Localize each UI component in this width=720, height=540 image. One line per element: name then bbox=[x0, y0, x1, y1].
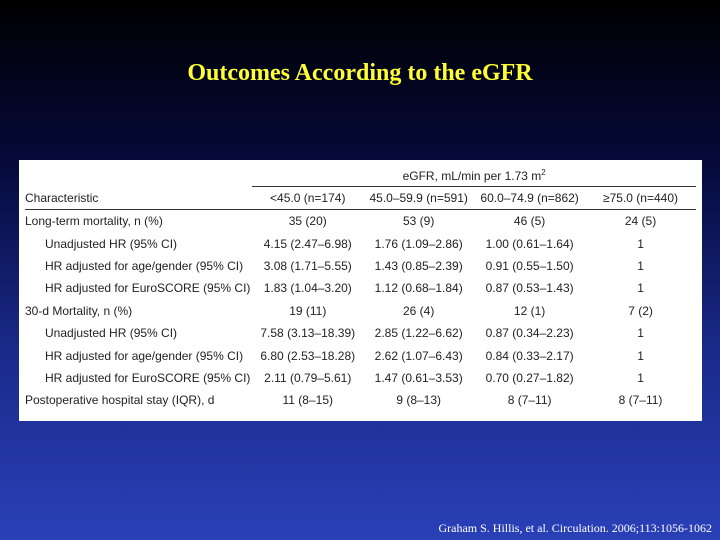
slide-title: Outcomes According to the eGFR bbox=[187, 60, 533, 86]
row-label: 30-d Mortality, n (%) bbox=[25, 303, 133, 318]
row-label: HR adjusted for EuroSCORE (95% CI) bbox=[45, 281, 251, 296]
table-row: Long-term mortality, n (%) 35 (20) 53 (9) 4… bbox=[25, 210, 696, 233]
table-row: Unadjusted HR (95% CI) 4.15 (2.47–6.98) 1.… bbox=[25, 232, 696, 254]
table-cell: 1 bbox=[637, 370, 644, 385]
table-cell: 4.15 (2.47–6.98) bbox=[263, 236, 352, 251]
row-label: Postoperative hospital stay (IQR), d bbox=[25, 393, 215, 408]
egfr-group-header: eGFR, mL/min per 1.73 m2 bbox=[252, 164, 696, 187]
table-cell: 24 (5) bbox=[624, 214, 657, 229]
row-label: Unadjusted HR (95% CI) bbox=[45, 326, 178, 341]
group-header-row: eGFR, mL/min per 1.73 m2 bbox=[25, 164, 696, 187]
table-cell: 2.11 (0.79–5.61) bbox=[264, 370, 352, 385]
table-cell: 0.87 (0.53–1.43) bbox=[485, 281, 574, 296]
table-row: HR adjusted for EuroSCORE (95% CI) 2.11 (… bbox=[25, 367, 696, 389]
table-row: HR adjusted for age/gender (95% CI) 6.80 … bbox=[25, 344, 696, 366]
table-cell: 1.00 (0.61–1.64) bbox=[485, 236, 574, 251]
table-cell: 0.91 (0.55–1.50) bbox=[485, 258, 574, 273]
table-cell: 0.84 (0.33–2.17) bbox=[485, 348, 574, 363]
table-cell: 46 (5) bbox=[513, 214, 546, 229]
citation: Graham S. Hillis, et al. Circulation. 20… bbox=[438, 521, 712, 535]
column-header-egfr-60-74: 60.0–74.9 (n=862) bbox=[474, 186, 586, 210]
table-cell: 3.08 (1.71–5.55) bbox=[263, 258, 352, 273]
table-cell: 12 (1) bbox=[513, 303, 546, 318]
table-cell: 7 (2) bbox=[628, 303, 653, 318]
table-cell: 1 bbox=[637, 348, 644, 363]
table-cell: 0.70 (0.27–1.82) bbox=[485, 370, 574, 385]
table-cell: 1.47 (0.61–3.53) bbox=[374, 370, 463, 385]
table-cell: 1 bbox=[637, 326, 644, 341]
table-cell: 2.85 (1.22–6.62) bbox=[374, 326, 463, 341]
table-cell: 9 (8–13) bbox=[396, 393, 442, 408]
table-cell: 8 (7–11) bbox=[507, 393, 552, 408]
table-row: Postoperative hospital stay (IQR), d 11 (… bbox=[25, 389, 696, 411]
table-cell: 19 (11) bbox=[289, 303, 327, 318]
table-cell: 1 bbox=[637, 258, 644, 273]
column-header-characteristic: Characteristic bbox=[25, 186, 253, 210]
table-cell: 1 bbox=[637, 281, 644, 296]
table-cell: 11 (8–15) bbox=[282, 393, 333, 408]
row-label: HR adjusted for age/gender (95% CI) bbox=[45, 258, 244, 273]
table-row: 30-d Mortality, n (%) 19 (11) 26 (4) 12 (1)… bbox=[25, 300, 696, 322]
column-header-egfr-45-59: 45.0–59.9 (n=591) bbox=[363, 186, 475, 210]
row-label: HR adjusted for age/gender (95% CI) bbox=[45, 348, 244, 363]
table-cell: 26 (4) bbox=[403, 303, 435, 318]
table-row: HR adjusted for age/gender (95% CI) 3.08 … bbox=[25, 255, 696, 277]
table-cell: 0.87 (0.34–2.23) bbox=[485, 326, 574, 341]
column-header-egfr-lt45: <45.0 (n=174) bbox=[252, 186, 364, 210]
table-row: HR adjusted for EuroSCORE (95% CI) 1.83 (… bbox=[25, 277, 696, 299]
table-cell: 1 bbox=[637, 236, 644, 251]
table-cell: 35 (20) bbox=[288, 214, 327, 229]
outcomes-table-panel: eGFR, mL/min per 1.73 m2 Characteristic … bbox=[19, 160, 702, 421]
table-cell: 6.80 (2.53–18.28) bbox=[260, 348, 356, 363]
column-header-row: Characteristic <45.0 (n=174) 45.0–59.9 (… bbox=[25, 186, 696, 210]
table-cell: 1.43 (0.85–2.39) bbox=[374, 258, 463, 273]
table-cell: 8 (7–11) bbox=[618, 393, 663, 408]
row-label: Long-term mortality, n (%) bbox=[25, 214, 163, 229]
table-cell: 53 (9) bbox=[403, 214, 435, 229]
table-cell: 1.83 (1.04–3.20) bbox=[263, 281, 352, 296]
table-cell: 2.62 (1.07–6.43) bbox=[374, 348, 463, 363]
row-label: Unadjusted HR (95% CI) bbox=[45, 236, 178, 251]
column-header-egfr-ge75: ≥75.0 (n=440) bbox=[585, 186, 696, 210]
outcomes-table: eGFR, mL/min per 1.73 m2 Characteristic … bbox=[25, 164, 696, 412]
table-cell: 1.12 (0.68–1.84) bbox=[374, 281, 463, 296]
table-row: Unadjusted HR (95% CI) 7.58 (3.13–18.39) 2… bbox=[25, 322, 696, 344]
row-label: HR adjusted for EuroSCORE (95% CI) bbox=[45, 370, 251, 385]
table-cell: 7.58 (3.13–18.39) bbox=[260, 326, 356, 341]
table-cell: 1.76 (1.09–2.86) bbox=[374, 236, 463, 251]
